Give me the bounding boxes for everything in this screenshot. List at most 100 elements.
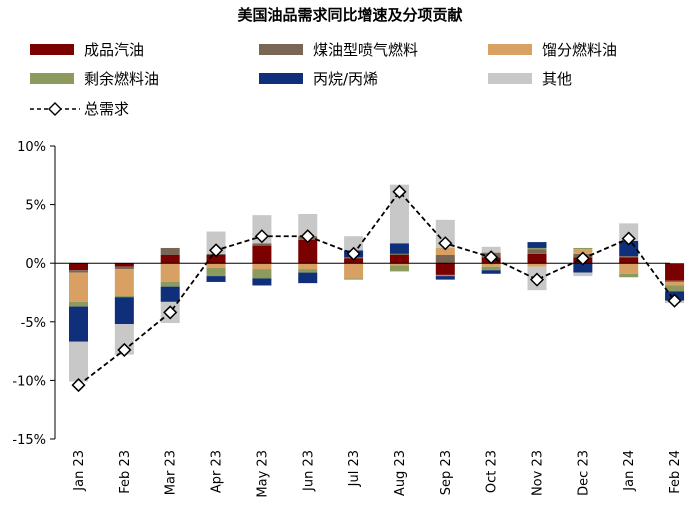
bar-segment <box>298 269 318 273</box>
x-tick-label: May 23 <box>255 450 270 498</box>
legend-swatch <box>259 73 303 84</box>
bar-segment <box>206 263 226 268</box>
legend-swatch <box>30 44 74 55</box>
bar-segment <box>298 263 318 270</box>
bar-segment <box>619 273 639 278</box>
x-tick-label: Apr 23 <box>210 450 225 493</box>
bar-segment <box>481 263 501 267</box>
bar-segment <box>435 255 455 264</box>
total-demand-point <box>117 342 132 357</box>
bar-segment <box>527 249 547 254</box>
bar-segment <box>206 267 226 277</box>
total-demand-point <box>484 250 499 265</box>
total-demand-point <box>621 231 636 246</box>
y-tick-label: -5% <box>21 316 46 331</box>
total-demand-point <box>163 305 178 320</box>
bar-segment <box>389 184 409 244</box>
y-tick-label: 10% <box>17 140 46 155</box>
x-tick-label: Jan 24 <box>622 450 637 492</box>
legend-diamond-marker <box>48 102 62 116</box>
x-tick-label: Oct 23 <box>485 450 500 493</box>
bar-segment <box>389 253 409 255</box>
bar-segment <box>114 266 134 270</box>
x-tick-label: Mar 23 <box>164 450 179 495</box>
bar-segment <box>69 270 88 273</box>
x-tick-label: Jan 23 <box>72 450 87 492</box>
x-tick-label: Nov 23 <box>531 450 546 496</box>
total-demand-line-path <box>77 190 676 386</box>
total-demand-point <box>300 229 315 244</box>
bar-segment <box>389 255 409 264</box>
legend-label: 丙烷/丙烯 <box>313 70 378 88</box>
bar-segment <box>481 270 501 274</box>
bar-segment <box>665 281 685 286</box>
total-demand-point <box>71 378 86 393</box>
bar-segment <box>481 246 501 253</box>
total-demand-point <box>667 293 682 308</box>
legend-swatch <box>259 44 303 55</box>
bar-segment <box>435 276 455 280</box>
bar-segment <box>665 285 685 292</box>
axes: -15% -10% -5% 0% 5% 10% Jan 23 Feb 23 Mar 23 Apr … <box>12 140 683 498</box>
legend-label: 成品汽油 <box>84 41 144 59</box>
bars <box>69 184 685 382</box>
bar-segment <box>114 263 134 267</box>
bar-segment <box>69 341 88 382</box>
bar-segment <box>573 263 593 273</box>
bar-segment <box>481 266 501 271</box>
bar-segment <box>252 278 272 286</box>
bar-segment <box>389 265 409 272</box>
bar-segment <box>435 219 455 248</box>
bar-segment <box>665 280 685 282</box>
bar-segment <box>527 242 547 248</box>
legend-swatch <box>30 73 74 84</box>
bar-segment <box>619 257 639 264</box>
bar-segment <box>298 239 318 264</box>
bar-segment <box>206 255 226 264</box>
bar-segment <box>344 278 364 280</box>
bar-segment <box>69 306 88 342</box>
bar-segment <box>389 243 409 254</box>
total-demand-line <box>71 184 682 393</box>
legend-label: 剩余燃料油 <box>84 70 159 88</box>
bar-segment <box>298 272 318 284</box>
y-tick-label: 5% <box>25 199 46 214</box>
bar-segment <box>344 263 364 279</box>
total-demand-point <box>575 251 590 266</box>
bar-segment <box>527 247 547 250</box>
y-tick-label: -10% <box>12 374 46 389</box>
legend-swatch <box>488 73 532 84</box>
x-tick-label: Feb 23 <box>118 450 133 494</box>
bar-segment <box>114 324 134 355</box>
x-tick-label: Jul 23 <box>347 450 362 487</box>
y-tick-label: 0% <box>25 257 46 272</box>
bar-segment <box>160 255 180 264</box>
bar-segment <box>619 263 639 274</box>
bar-segment <box>69 272 88 302</box>
chart-title: 美国油品需求同比增速及分项贡献 <box>237 6 462 24</box>
bar-segment <box>389 263 409 266</box>
x-tick-label: Feb 24 <box>668 450 683 494</box>
legend-swatch <box>488 44 532 55</box>
bar-segment <box>435 263 455 275</box>
total-demand-point <box>208 243 224 258</box>
bar-segment <box>114 297 134 325</box>
x-tick-label: Aug 23 <box>393 450 408 496</box>
bar-segment <box>252 263 272 270</box>
legend-label: 馏分燃料油 <box>542 41 617 59</box>
bar-segment <box>114 269 134 297</box>
bar-segment <box>160 281 180 287</box>
bar-segment <box>252 243 272 246</box>
bar-segment <box>160 286 180 302</box>
legend-label: 煤油型喷气燃料 <box>313 41 418 59</box>
bar-segment <box>619 256 639 258</box>
bar-segment <box>252 269 272 279</box>
bar-segment <box>160 247 180 255</box>
total-demand-point <box>438 236 453 251</box>
total-demand-point <box>529 272 545 287</box>
bar-segment <box>69 301 88 307</box>
bar-segment <box>206 276 226 282</box>
bar-segment <box>160 263 180 282</box>
